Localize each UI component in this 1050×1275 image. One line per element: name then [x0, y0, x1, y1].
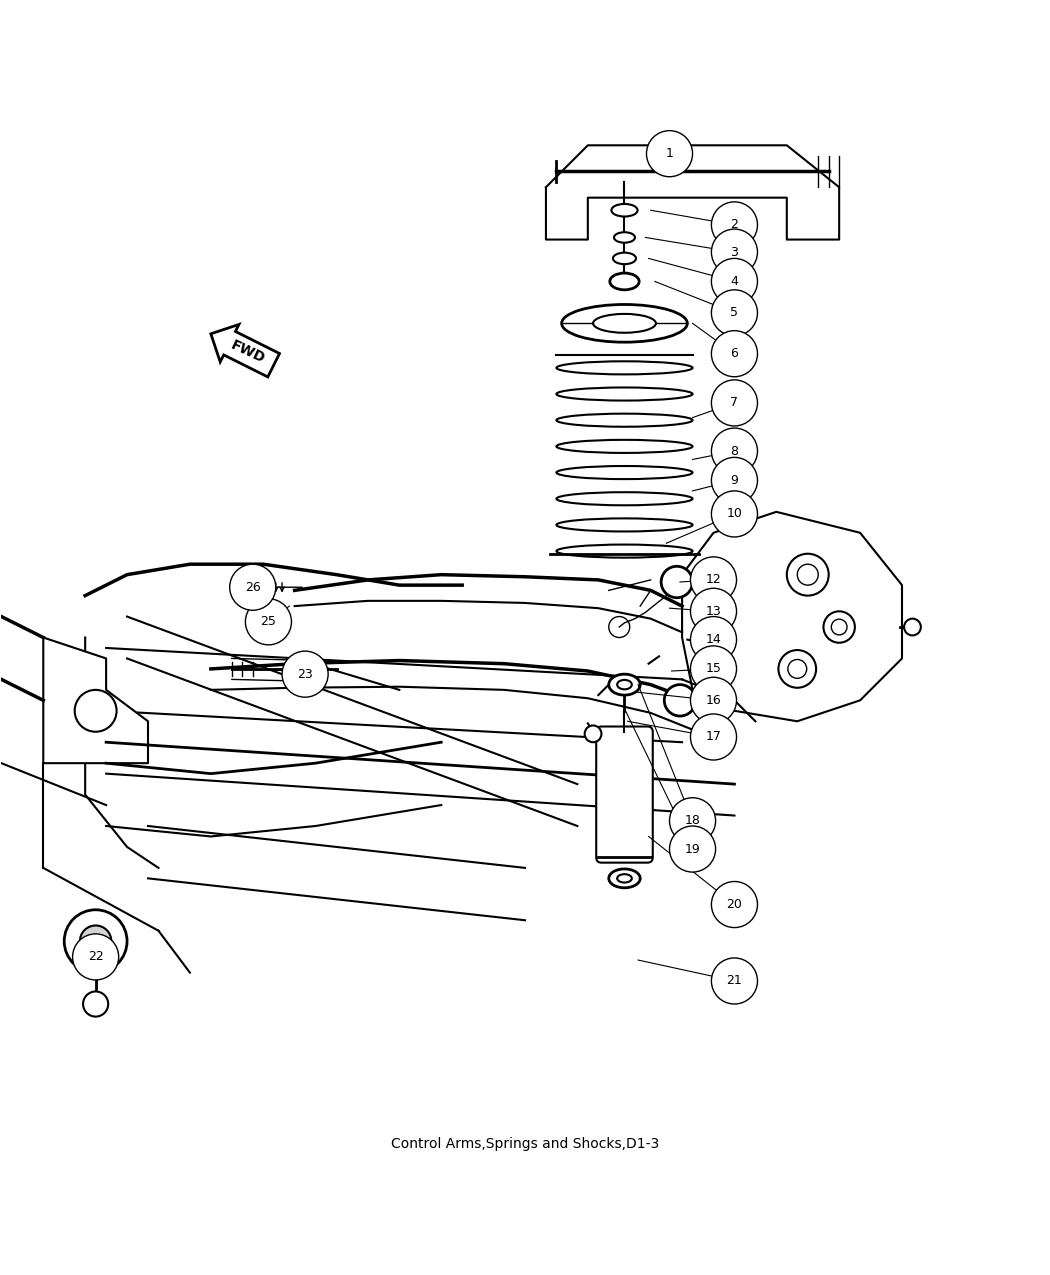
Ellipse shape [556, 361, 693, 375]
Text: Control Arms,Springs and Shocks,D1-3: Control Arms,Springs and Shocks,D1-3 [391, 1136, 659, 1150]
Text: 6: 6 [731, 347, 738, 361]
Ellipse shape [556, 388, 693, 400]
Ellipse shape [609, 674, 640, 695]
Ellipse shape [556, 492, 693, 505]
Circle shape [691, 588, 736, 635]
Circle shape [712, 491, 757, 537]
Circle shape [691, 714, 736, 760]
Ellipse shape [617, 680, 632, 690]
Ellipse shape [617, 875, 632, 882]
Ellipse shape [614, 232, 635, 242]
Circle shape [904, 618, 921, 635]
Text: 25: 25 [260, 616, 276, 629]
Circle shape [80, 926, 111, 958]
Circle shape [712, 289, 757, 335]
Text: 9: 9 [731, 474, 738, 487]
Text: 16: 16 [706, 694, 721, 706]
Ellipse shape [556, 413, 693, 427]
Circle shape [670, 798, 716, 844]
Circle shape [712, 958, 757, 1003]
Text: 4: 4 [731, 275, 738, 288]
Circle shape [786, 553, 828, 595]
Circle shape [712, 380, 757, 426]
Circle shape [662, 566, 693, 598]
Text: 15: 15 [706, 663, 721, 676]
Text: 12: 12 [706, 574, 721, 586]
Circle shape [83, 992, 108, 1016]
Text: 13: 13 [706, 604, 721, 618]
Text: 20: 20 [727, 898, 742, 912]
Ellipse shape [556, 544, 693, 557]
Text: 1: 1 [666, 147, 673, 161]
Ellipse shape [613, 252, 636, 264]
Circle shape [665, 685, 696, 717]
Ellipse shape [610, 273, 639, 289]
Text: 17: 17 [706, 731, 721, 743]
Text: 8: 8 [731, 445, 738, 458]
Text: 21: 21 [727, 974, 742, 988]
Text: 14: 14 [706, 634, 721, 646]
Circle shape [832, 620, 847, 635]
Circle shape [75, 690, 117, 732]
Text: 3: 3 [731, 246, 738, 259]
Circle shape [712, 230, 757, 275]
Circle shape [647, 130, 693, 177]
Ellipse shape [556, 519, 693, 532]
Circle shape [712, 259, 757, 305]
Circle shape [64, 910, 127, 973]
Circle shape [282, 652, 328, 697]
Circle shape [778, 650, 816, 687]
Ellipse shape [562, 305, 688, 342]
FancyArrow shape [211, 324, 279, 377]
Ellipse shape [556, 467, 693, 479]
Text: 7: 7 [731, 397, 738, 409]
Circle shape [797, 565, 818, 585]
Circle shape [251, 576, 272, 598]
Circle shape [585, 725, 602, 742]
Ellipse shape [609, 870, 640, 887]
Circle shape [72, 933, 119, 980]
Text: 2: 2 [731, 218, 738, 231]
Circle shape [823, 611, 855, 643]
Text: 5: 5 [731, 306, 738, 319]
Polygon shape [43, 638, 148, 764]
Circle shape [691, 677, 736, 723]
Circle shape [691, 646, 736, 692]
Ellipse shape [593, 314, 656, 333]
Circle shape [246, 599, 292, 645]
Text: 19: 19 [685, 843, 700, 856]
Circle shape [788, 659, 806, 678]
Circle shape [712, 201, 757, 247]
Ellipse shape [611, 204, 637, 217]
Text: 10: 10 [727, 507, 742, 520]
Circle shape [670, 826, 716, 872]
Ellipse shape [556, 440, 693, 453]
Text: 18: 18 [685, 815, 700, 827]
Circle shape [712, 458, 757, 504]
Text: 22: 22 [88, 950, 104, 964]
Text: FWD: FWD [228, 338, 267, 366]
FancyBboxPatch shape [596, 727, 653, 863]
Circle shape [697, 635, 714, 652]
Circle shape [691, 617, 736, 663]
Circle shape [712, 330, 757, 376]
Circle shape [712, 428, 757, 474]
Circle shape [230, 565, 276, 611]
Circle shape [712, 881, 757, 928]
Text: 23: 23 [297, 668, 313, 681]
Text: 26: 26 [245, 580, 260, 594]
Circle shape [691, 557, 736, 603]
